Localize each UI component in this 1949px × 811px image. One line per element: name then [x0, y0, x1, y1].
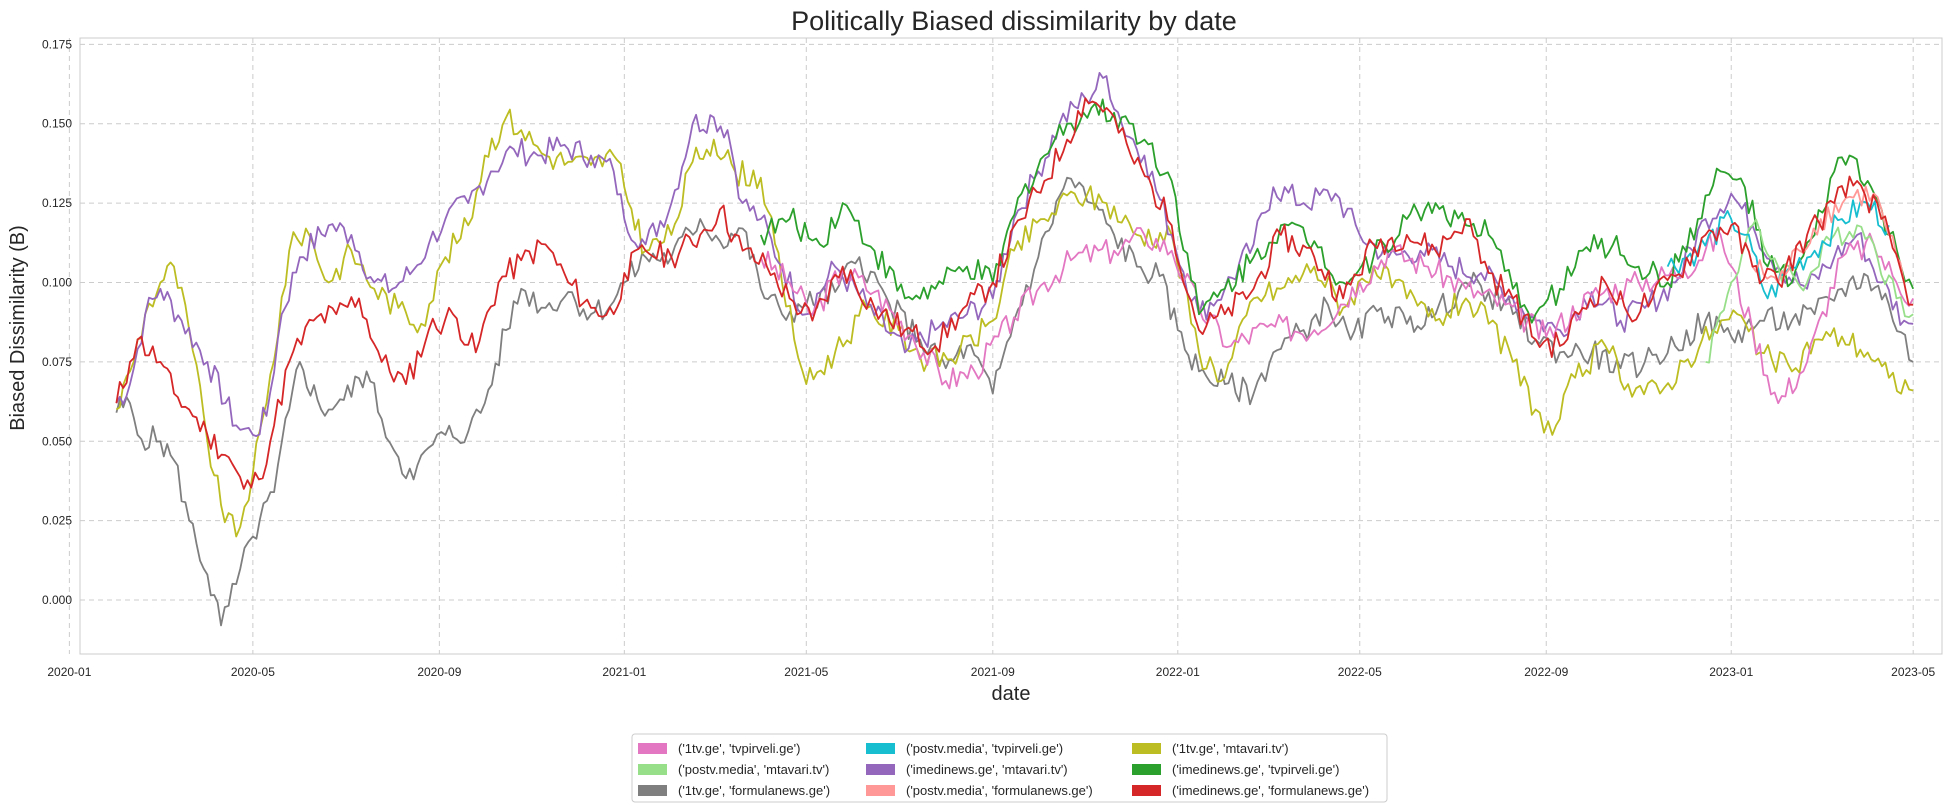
chart-title: Politically Biased dissimilarity by date: [791, 6, 1237, 36]
legend-label: ('postv.media', 'tvpirveli.ge'): [906, 741, 1063, 756]
plot-area: [79, 37, 1943, 655]
legend-label: ('postv.media', 'formulanews.ge'): [906, 783, 1093, 798]
y-tick-label: 0.125: [42, 196, 72, 210]
series-line: [115, 108, 1914, 538]
legend-swatch: [1132, 743, 1161, 754]
legend-label: ('1tv.ge', 'formulanews.ge'): [678, 783, 830, 798]
series-line: [115, 176, 1914, 627]
series-line: [1666, 199, 1890, 300]
x-tick-label: 2021-09: [971, 665, 1015, 679]
y-tick-label: 0.100: [42, 275, 72, 289]
y-tick-label: 0.175: [42, 37, 72, 51]
legend-swatch: [1132, 764, 1161, 775]
y-tick-label: 0.050: [42, 434, 72, 448]
series-lines: [115, 72, 1915, 627]
series-line: [759, 98, 1915, 324]
legend-label: ('postv.media', 'mtavari.tv'): [678, 762, 829, 777]
y-tick-label: 0.150: [42, 117, 72, 131]
y-tick-label: 0.000: [42, 593, 72, 607]
legend-label: ('1tv.ge', 'mtavari.tv'): [1172, 741, 1289, 756]
legend-label: ('imedinews.ge', 'mtavari.tv'): [906, 762, 1068, 777]
x-tick-label: 2022-05: [1338, 665, 1382, 679]
legend: ('1tv.ge', 'tvpirveli.ge') ('postv.media'…: [631, 733, 1388, 803]
x-tick-label: 2023-01: [1709, 665, 1753, 679]
y-tick-label: 0.025: [42, 514, 72, 528]
legend-swatch: [1132, 785, 1161, 796]
x-tick-label: 2021-01: [602, 665, 646, 679]
x-tick-label: 2021-05: [784, 665, 828, 679]
grid-lines: [68, 38, 1942, 654]
legend-swatch: [638, 764, 667, 775]
legend-swatch: [638, 785, 667, 796]
y-tick-label: 0.075: [42, 355, 72, 369]
x-tick-label: 2022-01: [1156, 665, 1200, 679]
legend-swatch: [638, 743, 667, 754]
x-tick-label: 2020-05: [231, 665, 275, 679]
legend-label: ('1tv.ge', 'tvpirveli.ge'): [678, 741, 800, 756]
x-tick-label: 2022-09: [1524, 665, 1568, 679]
series-line: [115, 97, 1914, 490]
legend-swatch: [866, 743, 895, 754]
x-axis-title: date: [992, 683, 1031, 705]
legend-label: ('imedinews.ge', 'formulanews.ge'): [1172, 783, 1369, 798]
x-tick-label: 2020-01: [47, 665, 91, 679]
legend-label: ('imedinews.ge', 'tvpirveli.ge'): [1172, 762, 1339, 777]
y-axis-title: Biased Dissimilarity (B): [7, 225, 29, 431]
x-tick-label: 2020-09: [417, 665, 461, 679]
legend-swatch: [866, 785, 895, 796]
series-line: [1705, 218, 1914, 364]
x-tick-label: 2023-05: [1891, 665, 1935, 679]
axes: 2020-01 2020-05 2020-09 2021-01 2021-05 2021-…: [42, 37, 1936, 679]
legend-swatch: [866, 764, 895, 775]
legend-box: [631, 733, 1388, 803]
